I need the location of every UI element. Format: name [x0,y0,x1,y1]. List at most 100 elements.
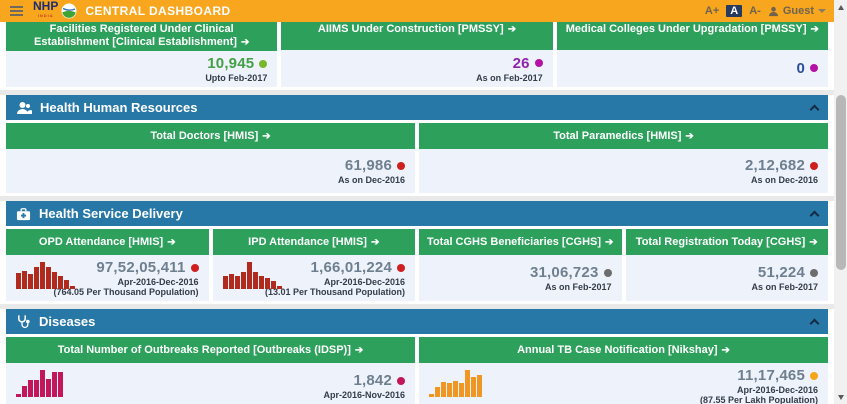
status-dot [397,376,405,385]
section-title: Diseases [39,314,96,329]
status-dot [810,161,818,170]
dashboard-content: Facilities Registered Under Clinical Est… [0,22,834,404]
chevron-up-icon[interactable] [809,318,820,328]
people-icon [17,101,32,114]
metric-date: As on Dec-2016 [750,175,818,185]
arrow-right-icon [163,236,175,248]
metric-date: As on Feb-2017 [751,282,818,292]
metric-note: (764.05 Per Thousand Population) [53,287,199,297]
metric-card-cghs-beneficiaries: Total CGHS Beneficiaries [CGHS] 31,06,72… [419,229,622,301]
metric-date: As on Feb-2017 [476,72,543,83]
status-dot [810,371,818,380]
metric-date: As on Feb-2017 [544,282,612,292]
metric-card-medical-colleges: Medical Colleges Under Upgradation [PMSS… [556,22,828,87]
arrow-right-icon [351,344,363,356]
metric-card-total-doctors: Total Doctors [HMIS] 61,986 As on Dec-20… [6,123,415,193]
metric-value: 10,945 [207,55,255,72]
caret-down-icon [818,9,826,13]
arrow-right-icon [504,23,516,35]
status-dot [259,59,268,68]
hamburger-menu-icon[interactable] [8,4,25,18]
chevron-up-icon[interactable] [809,104,820,114]
arrow-right-icon [681,130,693,142]
status-dot [190,263,199,272]
metric-card-registration-today: Total Registration Today [CGHS] 51,224 A… [625,229,828,301]
section-header-health-service-delivery[interactable]: Health Service Delivery [6,201,828,226]
nhp-logo-text: NHP INDIA [33,0,59,18]
metric-note: (13.01 Per Thousand Population) [264,287,405,297]
card-title-link[interactable]: IPD Attendance [HMIS] [212,229,415,255]
metric-date: Apr-2016-Dec-2016 [736,385,818,395]
metric-value: 97,52,05,411 [96,259,186,276]
status-dot [810,268,818,277]
metric-card-aiims-construction: AIIMS Under Construction [PMSSY] 26 As o… [281,22,553,87]
scroll-down-arrow[interactable] [834,390,847,404]
medical-bag-icon [16,207,31,220]
status-dot [397,161,405,170]
arrow-right-icon [237,36,249,48]
section-title: Health Human Resources [40,100,198,115]
scroll-up-arrow[interactable] [834,0,847,14]
card-title-link[interactable]: Total Number of Outbreaks Reported [Outb… [6,337,415,363]
card-title-link[interactable]: Total Doctors [HMIS] [6,123,415,149]
status-dot [809,64,818,72]
section-title: Health Service Delivery [39,206,183,221]
metric-value: 11,17,465 [737,367,805,384]
user-name: Guest [782,5,814,17]
font-increase-button[interactable]: A+ [704,5,720,17]
font-normal-button[interactable]: A [726,5,743,17]
card-title-link[interactable]: Total Registration Today [CGHS] [625,229,828,255]
nhp-logo[interactable]: NHP INDIA [33,0,77,21]
sparkline-chart [222,261,282,289]
page-title: CENTRAL DASHBOARD [85,4,231,18]
metric-value: 31,06,723 [529,264,599,281]
status-dot [534,59,543,67]
panel-health-human-resources: Health Human Resources Total Doctors [HM… [0,95,834,196]
sparkline-chart [16,261,75,289]
card-title-link[interactable]: Total CGHS Beneficiaries [CGHS] [419,229,622,255]
metric-card-tb-case-notification: Annual TB Case Notification [Nikshay] 11… [419,337,828,404]
chevron-up-icon[interactable] [809,210,820,220]
card-title-link[interactable]: Medical Colleges Under Upgradation [PMSS… [556,22,828,50]
arrow-right-icon [805,236,817,248]
stethoscope-icon [18,315,30,328]
card-title-link[interactable]: OPD Attendance [HMIS] [6,229,209,255]
panel-clinical-establishments: Facilities Registered Under Clinical Est… [0,22,834,90]
card-title-link[interactable]: Total Paramedics [HMIS] [419,123,828,149]
user-icon [768,6,778,16]
metric-value: 51,224 [757,264,805,281]
page-scrollbar[interactable] [834,0,847,404]
card-title-link[interactable]: Facilities Registered Under Clinical Est… [6,22,278,51]
panel-health-service-delivery: Health Service Delivery OPD Attendance [… [0,201,834,304]
status-dot [603,268,612,277]
metric-card-opd-attendance: OPD Attendance [HMIS] 97,52,05,411 Apr-2… [6,229,209,301]
scrollbar-thumb[interactable] [835,95,846,270]
arrow-right-icon [367,236,379,248]
card-title-link[interactable]: AIIMS Under Construction [PMSSY] [281,22,553,50]
user-menu[interactable]: Guest [768,5,826,17]
arrow-right-icon [807,23,819,35]
metric-card-ipd-attendance: IPD Attendance [HMIS] 1,66,01,224 Apr-20… [212,229,415,301]
sparkline-chart [16,369,63,397]
metric-card-outbreaks-reported: Total Number of Outbreaks Reported [Outb… [6,337,415,404]
metric-date: Apr-2016-Nov-2016 [323,390,405,400]
top-header-bar: NHP INDIA CENTRAL DASHBOARD A+ A A- Guest [0,0,834,22]
status-dot [397,263,405,272]
metric-date: Apr-2016-Dec-2016 [323,277,405,287]
metric-date: Upto Feb-2017 [205,73,268,83]
arrow-right-icon [258,130,270,142]
metric-date: As on Dec-2016 [337,175,405,185]
metric-value: 1,842 [353,372,392,389]
metric-card-facilities-registered: Facilities Registered Under Clinical Est… [6,22,278,87]
card-title-link[interactable]: Annual TB Case Notification [Nikshay] [419,337,828,363]
metric-value: 26 [512,54,530,72]
metric-date: Apr-2016-Dec-2016 [117,277,199,287]
section-header-health-human-resources[interactable]: Health Human Resources [6,95,828,120]
metric-value: 2,12,682 [745,157,805,174]
metric-value: 0 [796,59,805,77]
metric-card-total-paramedics: Total Paramedics [HMIS] 2,12,682 As on D… [419,123,828,193]
metric-value: 1,66,01,224 [310,259,392,276]
font-decrease-button[interactable]: A- [749,5,761,17]
arrow-right-icon [601,236,613,248]
section-header-diseases[interactable]: Diseases [6,309,828,334]
